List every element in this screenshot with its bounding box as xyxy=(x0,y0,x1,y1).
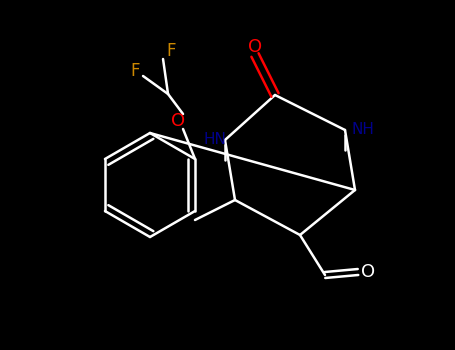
Text: F: F xyxy=(130,62,140,80)
Text: O: O xyxy=(248,38,262,56)
Text: O: O xyxy=(171,112,185,130)
Text: HN: HN xyxy=(203,133,227,147)
Text: O: O xyxy=(361,263,375,281)
Text: NH: NH xyxy=(352,122,374,138)
Text: F: F xyxy=(166,42,176,60)
